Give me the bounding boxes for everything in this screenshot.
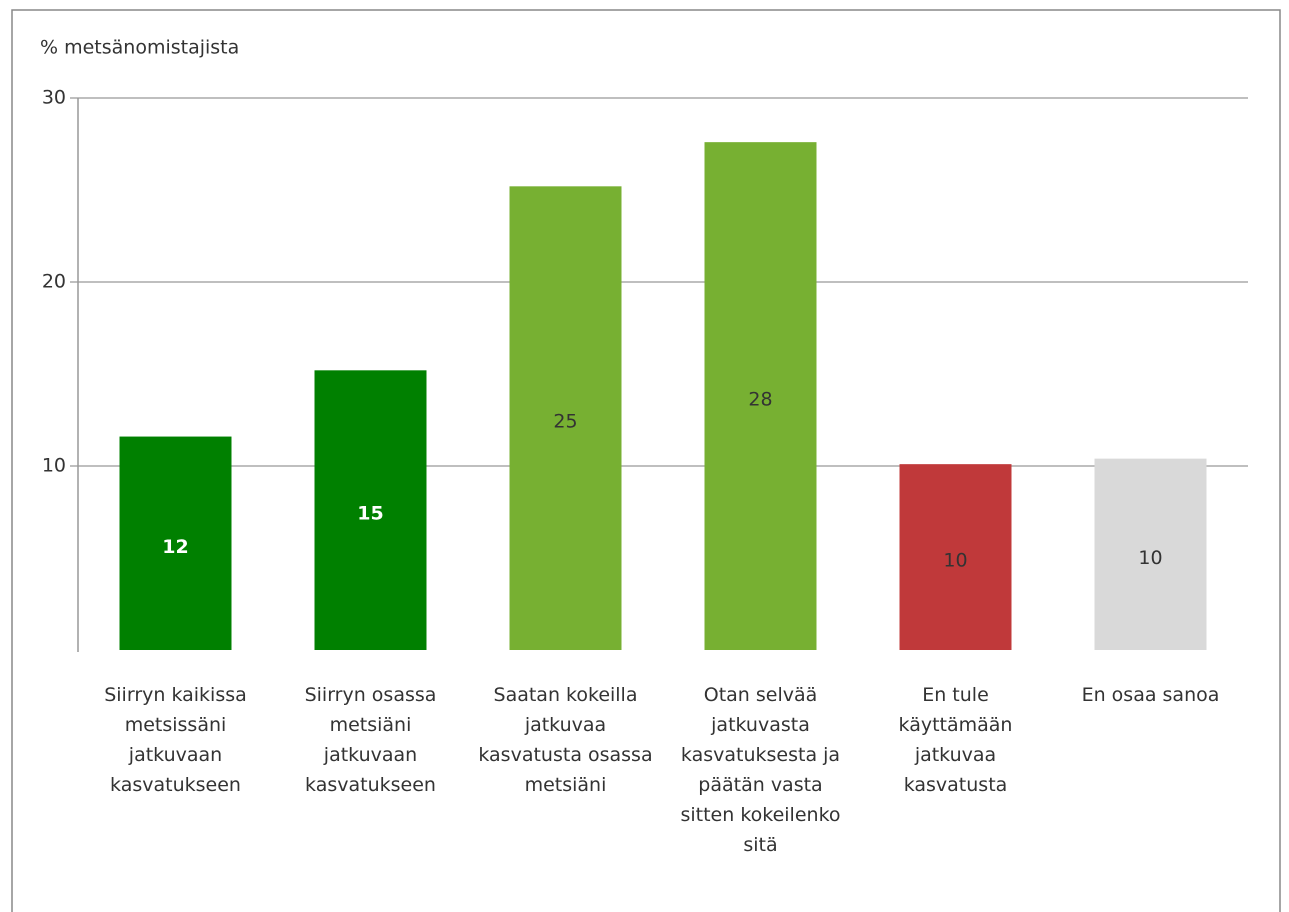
value-label: 28 — [748, 389, 772, 411]
bar — [1094, 458, 1207, 650]
x-tick-label: Otan selvää jatkuvasta kasvatuksesta ja … — [680, 684, 841, 856]
y-tick-label: 30 — [42, 87, 66, 109]
value-label: 12 — [162, 536, 188, 558]
x-tick-label: Saatan kokeilla jatkuvaa kasvatusta osas… — [478, 684, 653, 796]
y-tick-label: 20 — [42, 271, 66, 293]
value-label: 15 — [357, 503, 383, 525]
value-label: 25 — [553, 411, 577, 433]
y-axis-label: % metsänomistajista — [40, 37, 239, 59]
bar — [119, 436, 232, 650]
chart-frame — [11, 9, 1281, 912]
y-tick-label: 10 — [42, 455, 66, 477]
x-tick-label: Siirryn kaikissa metsissäni jatkuvaan ka… — [104, 684, 247, 796]
value-label: 10 — [1138, 547, 1162, 569]
x-tick-label: En tule käyttämään jatkuvaa kasvatusta — [898, 684, 1013, 796]
bar — [899, 464, 1012, 650]
bar — [509, 186, 622, 650]
x-tick-label: En osaa sanoa — [1081, 684, 1220, 706]
value-label: 10 — [943, 550, 967, 572]
x-tick-label: Siirryn osassa metsiäni jatkuvaan kasvat… — [304, 684, 437, 796]
bar — [314, 370, 427, 650]
bar — [704, 142, 817, 650]
